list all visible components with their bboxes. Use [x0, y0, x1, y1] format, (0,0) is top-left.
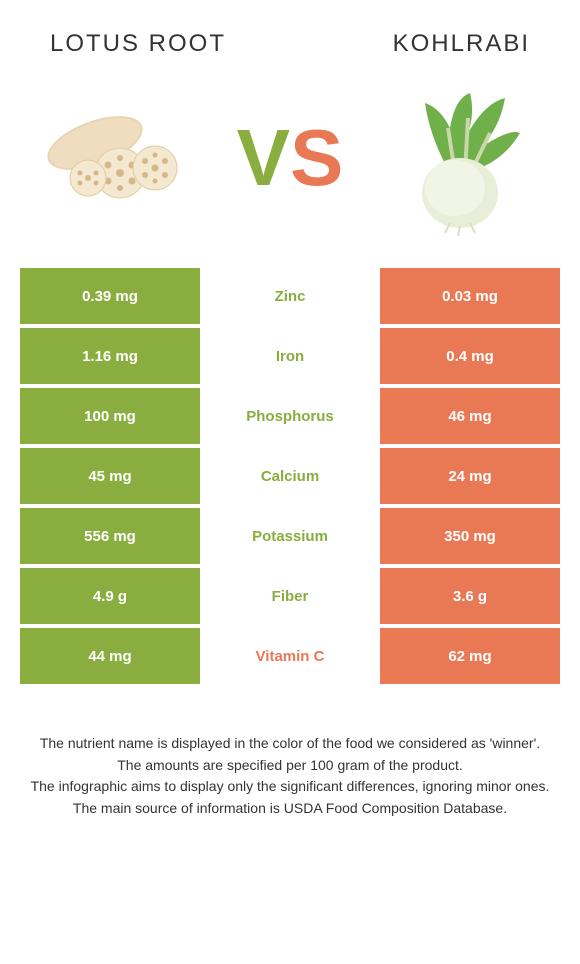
footer-line: The main source of information is USDA F…	[30, 799, 550, 819]
nutrient-label: Iron	[200, 328, 380, 384]
lotus-root-image	[40, 78, 200, 238]
nutrient-row: 100 mgPhosphorus46 mg	[20, 388, 560, 444]
nutrient-label: Phosphorus	[200, 388, 380, 444]
left-value: 100 mg	[20, 388, 200, 444]
footer-line: The infographic aims to display only the…	[30, 777, 550, 797]
right-value: 0.4 mg	[380, 328, 560, 384]
left-value: 44 mg	[20, 628, 200, 684]
kohlrabi-image	[380, 78, 540, 238]
nutrient-row: 1.16 mgIron0.4 mg	[20, 328, 560, 384]
nutrient-label: Vitamin C	[200, 628, 380, 684]
footer-line: The nutrient name is displayed in the co…	[30, 734, 550, 754]
nutrient-row: 45 mgCalcium24 mg	[20, 448, 560, 504]
nutrient-label: Potassium	[200, 508, 380, 564]
nutrient-label: Zinc	[200, 268, 380, 324]
right-value: 46 mg	[380, 388, 560, 444]
right-value: 350 mg	[380, 508, 560, 564]
vs-letter-s: S	[290, 112, 343, 204]
nutrient-row: 44 mgVitamin C62 mg	[20, 628, 560, 684]
left-value: 0.39 mg	[20, 268, 200, 324]
right-value: 0.03 mg	[380, 268, 560, 324]
nutrient-label: Calcium	[200, 448, 380, 504]
nutrient-row: 4.9 gFiber3.6 g	[20, 568, 560, 624]
nutrient-label: Fiber	[200, 568, 380, 624]
vs-letter-v: V	[237, 112, 290, 204]
footer-line: The amounts are specified per 100 gram o…	[30, 756, 550, 776]
left-food-title: LOTUS ROOT	[50, 30, 226, 58]
left-value: 4.9 g	[20, 568, 200, 624]
left-value: 1.16 mg	[20, 328, 200, 384]
right-value: 62 mg	[380, 628, 560, 684]
right-value: 3.6 g	[380, 568, 560, 624]
vs-graphic: VS	[237, 112, 344, 204]
right-food-title: KOHLRABI	[393, 30, 530, 58]
footer-notes: The nutrient name is displayed in the co…	[0, 734, 580, 818]
nutrient-row: 556 mgPotassium350 mg	[20, 508, 560, 564]
right-value: 24 mg	[380, 448, 560, 504]
nutrient-row: 0.39 mgZinc0.03 mg	[20, 268, 560, 324]
nutrient-table: 0.39 mgZinc0.03 mg1.16 mgIron0.4 mg100 m…	[20, 268, 560, 684]
left-value: 556 mg	[20, 508, 200, 564]
left-value: 45 mg	[20, 448, 200, 504]
